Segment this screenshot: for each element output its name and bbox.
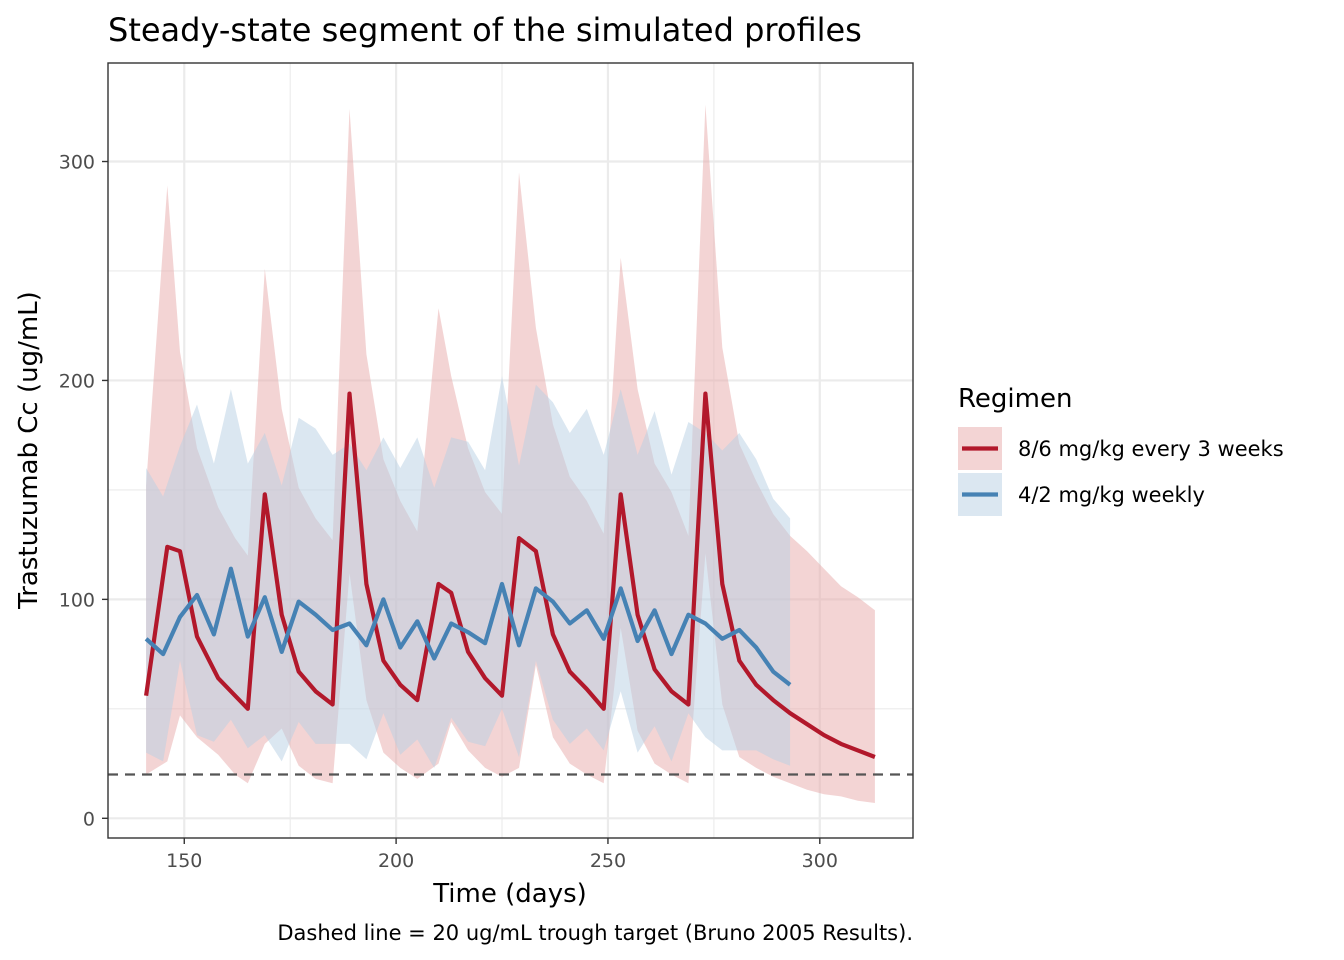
y-tick-label: 100: [59, 589, 95, 611]
y-tick-label: 0: [83, 808, 95, 830]
plot-border: [107, 62, 914, 839]
series-line-2: [144, 566, 792, 687]
axis-ticks: 150 200 250 300 0 100 200 300: [59, 152, 838, 872]
legend: Regimen 8/6 mg/kg every 3 weeks 4/2 mg/kg…: [958, 384, 1284, 516]
legend-label: 4/2 mg/kg weekly: [1018, 483, 1205, 507]
ribbon-series-2: [146, 376, 791, 768]
legend-title: Regimen: [958, 384, 1072, 414]
legend-label: 8/6 mg/kg every 3 weeks: [1018, 437, 1284, 461]
x-tick-label: 200: [378, 850, 414, 872]
caption: Dashed line = 20 ug/mL trough target (Br…: [277, 921, 913, 945]
series-lines: [144, 391, 876, 759]
x-tick-label: 300: [802, 850, 838, 872]
x-tick-label: 150: [166, 850, 202, 872]
y-axis-title: Trastuzumab Cc (ug/mL): [14, 291, 44, 610]
x-tick-label: 250: [590, 850, 626, 872]
y-tick-label: 200: [59, 370, 95, 392]
chart-title: Steady-state segment of the simulated pr…: [108, 11, 862, 49]
x-axis-title: Time (days): [432, 879, 587, 909]
y-tick-label: 300: [59, 152, 95, 174]
